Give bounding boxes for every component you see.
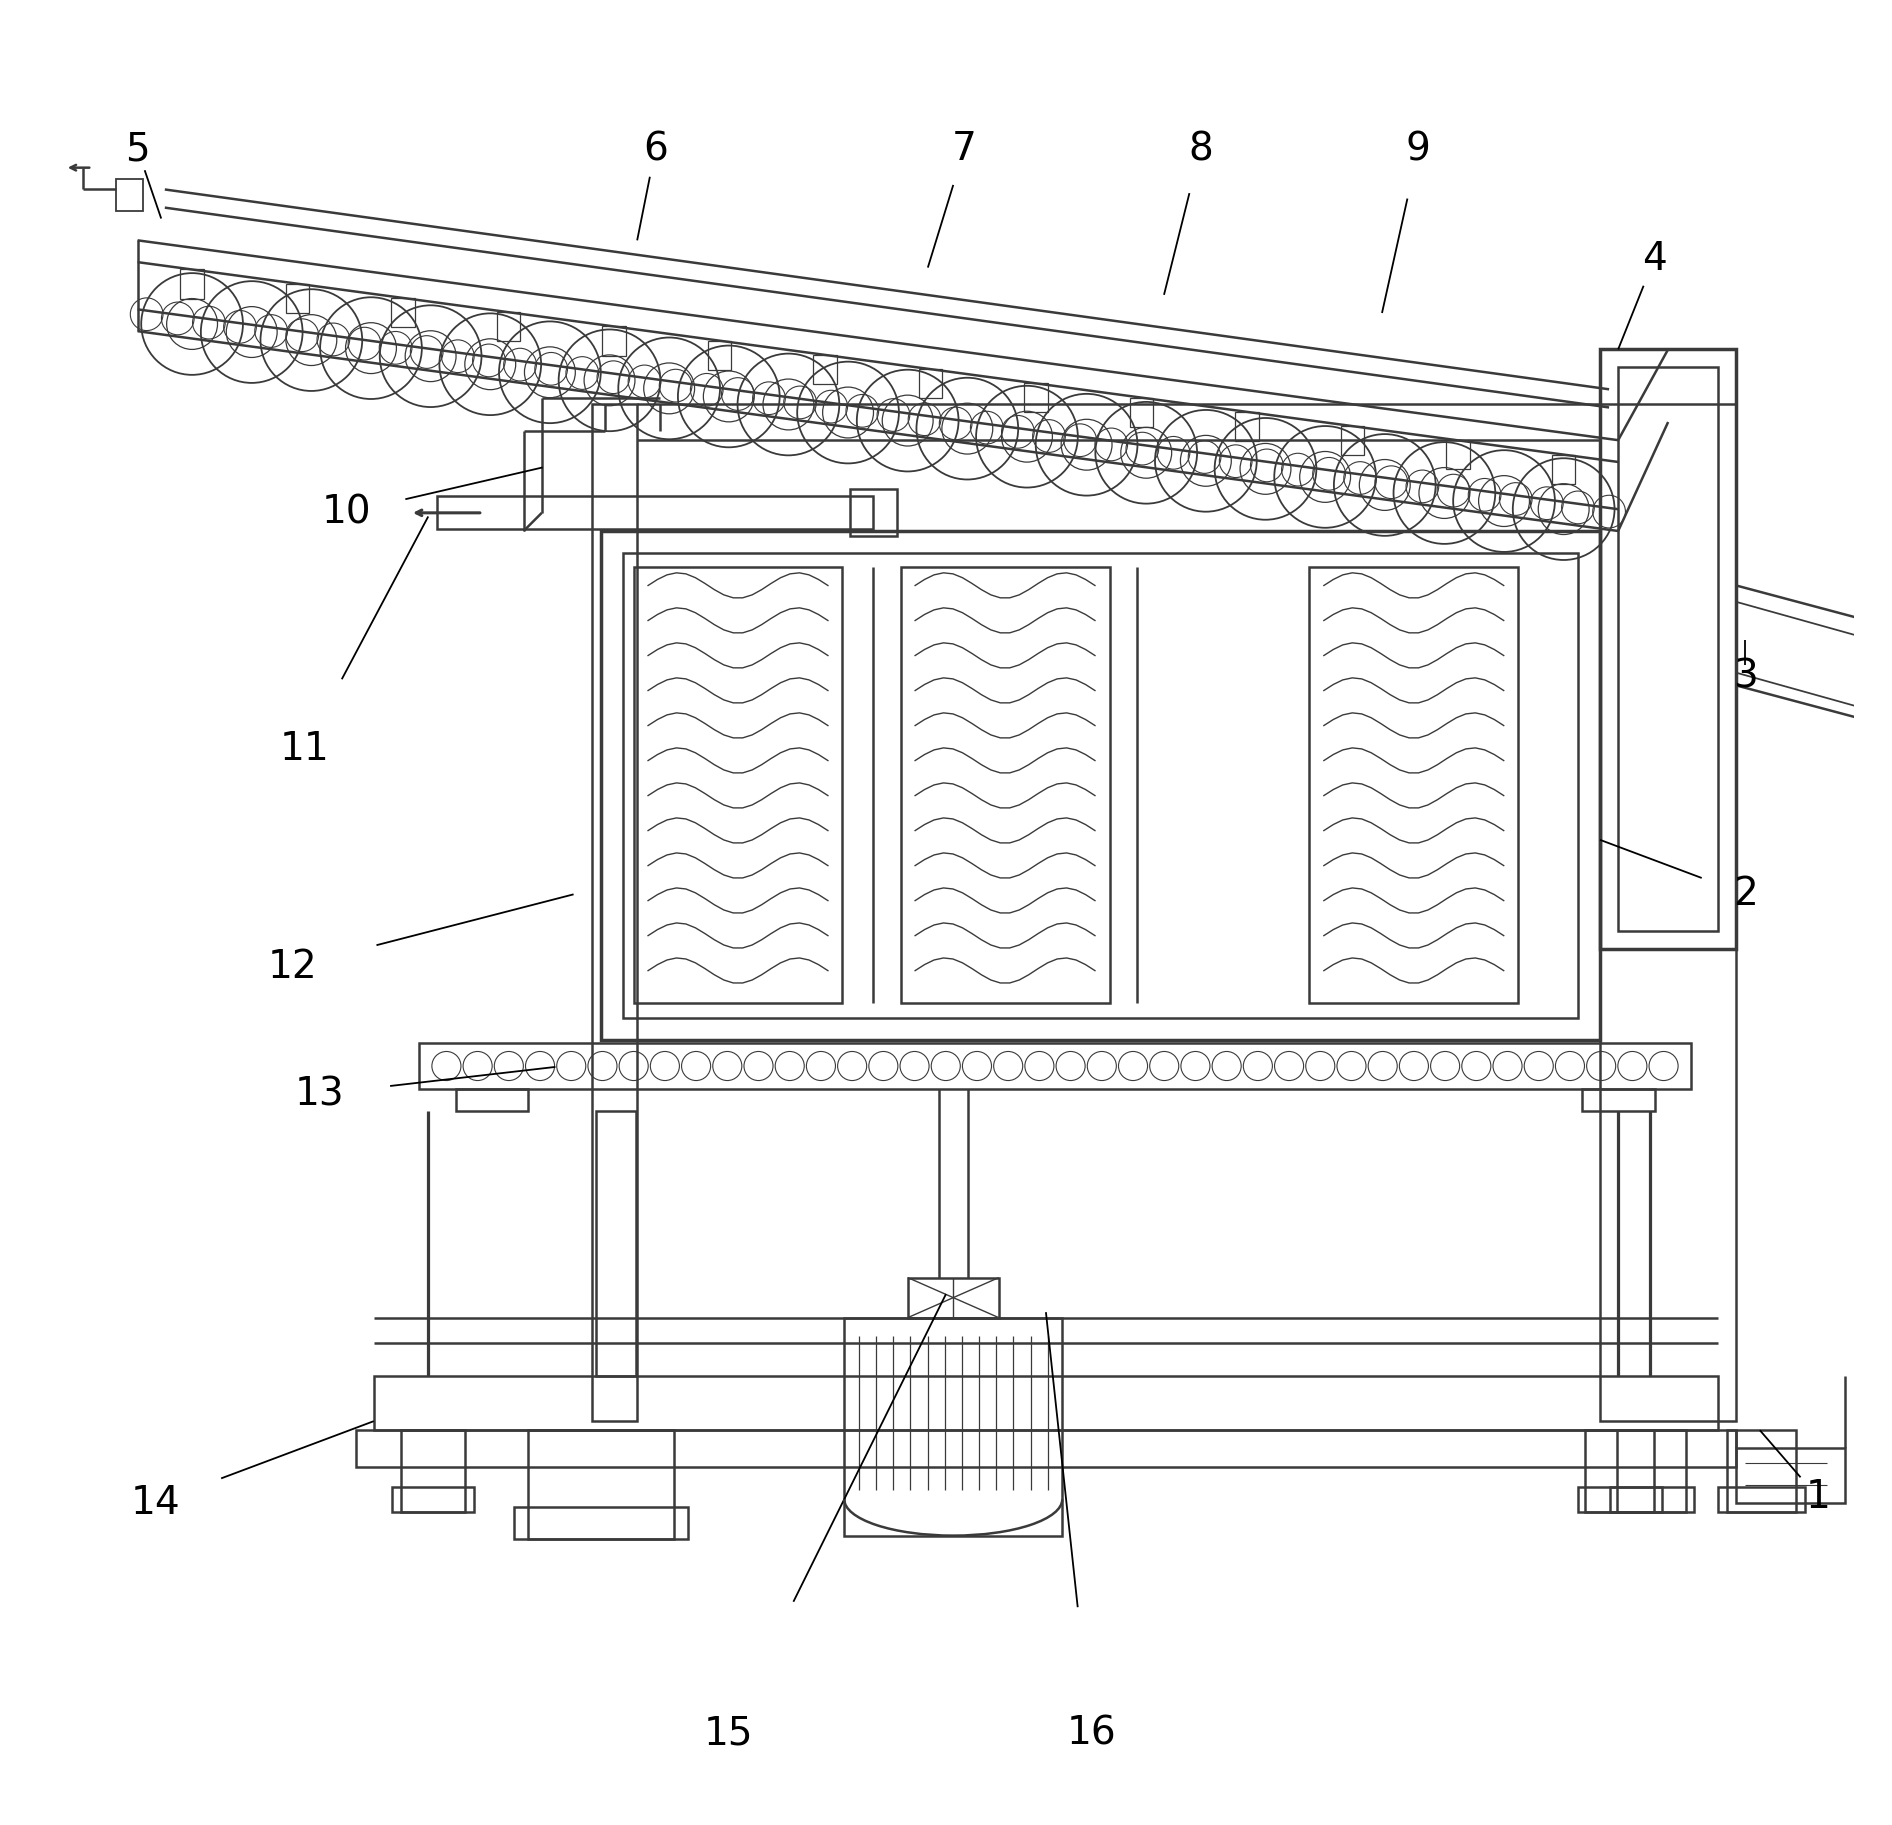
- Bar: [814, 354, 836, 383]
- Bar: [1618, 367, 1718, 931]
- Text: 9: 9: [1406, 131, 1430, 168]
- Bar: [1309, 568, 1517, 1004]
- Bar: [622, 553, 1578, 1018]
- Bar: [286, 283, 310, 312]
- Text: 8: 8: [1188, 131, 1213, 168]
- Bar: [920, 369, 942, 398]
- Text: 14: 14: [131, 1484, 180, 1522]
- Text: 4: 4: [1642, 239, 1667, 277]
- Bar: [1582, 1090, 1654, 1111]
- Bar: [420, 1044, 1691, 1090]
- Text: 10: 10: [322, 495, 371, 531]
- Bar: [844, 1318, 1061, 1535]
- Bar: [528, 1431, 674, 1538]
- Text: 16: 16: [1067, 1716, 1116, 1752]
- Bar: [1601, 349, 1737, 949]
- Bar: [634, 568, 842, 1004]
- Bar: [1610, 1487, 1693, 1511]
- Bar: [513, 1507, 689, 1538]
- Bar: [908, 1278, 999, 1318]
- Text: 11: 11: [280, 730, 329, 768]
- Text: 15: 15: [704, 1716, 753, 1752]
- Bar: [1618, 1431, 1686, 1511]
- Bar: [356, 1431, 1737, 1467]
- Bar: [1235, 412, 1258, 442]
- Bar: [456, 1090, 528, 1111]
- Bar: [1551, 454, 1576, 484]
- Text: 7: 7: [952, 131, 976, 168]
- Bar: [1585, 1431, 1654, 1511]
- Bar: [596, 1111, 636, 1376]
- Bar: [1341, 425, 1364, 454]
- Bar: [115, 179, 144, 212]
- Bar: [401, 1431, 465, 1511]
- Bar: [1737, 1449, 1845, 1504]
- Bar: [1578, 1487, 1661, 1511]
- Text: 6: 6: [643, 131, 668, 168]
- Bar: [392, 297, 414, 327]
- Bar: [708, 341, 732, 370]
- Bar: [602, 531, 1601, 1040]
- Text: 2: 2: [1733, 876, 1758, 912]
- Bar: [850, 489, 897, 537]
- Bar: [437, 496, 874, 529]
- Text: 3: 3: [1733, 657, 1758, 695]
- Bar: [1024, 383, 1048, 412]
- Bar: [602, 327, 626, 356]
- Text: 13: 13: [295, 1075, 344, 1113]
- Bar: [375, 1376, 1718, 1431]
- Text: 1: 1: [1805, 1478, 1830, 1517]
- Bar: [498, 312, 520, 341]
- Bar: [1130, 398, 1154, 427]
- Bar: [392, 1487, 473, 1511]
- Bar: [1445, 440, 1470, 469]
- Text: 5: 5: [125, 131, 149, 168]
- Bar: [180, 270, 204, 299]
- Bar: [1727, 1431, 1796, 1511]
- Bar: [901, 568, 1109, 1004]
- Bar: [1718, 1487, 1805, 1511]
- Bar: [592, 403, 638, 1422]
- Bar: [1601, 403, 1737, 1422]
- Text: 12: 12: [267, 947, 316, 986]
